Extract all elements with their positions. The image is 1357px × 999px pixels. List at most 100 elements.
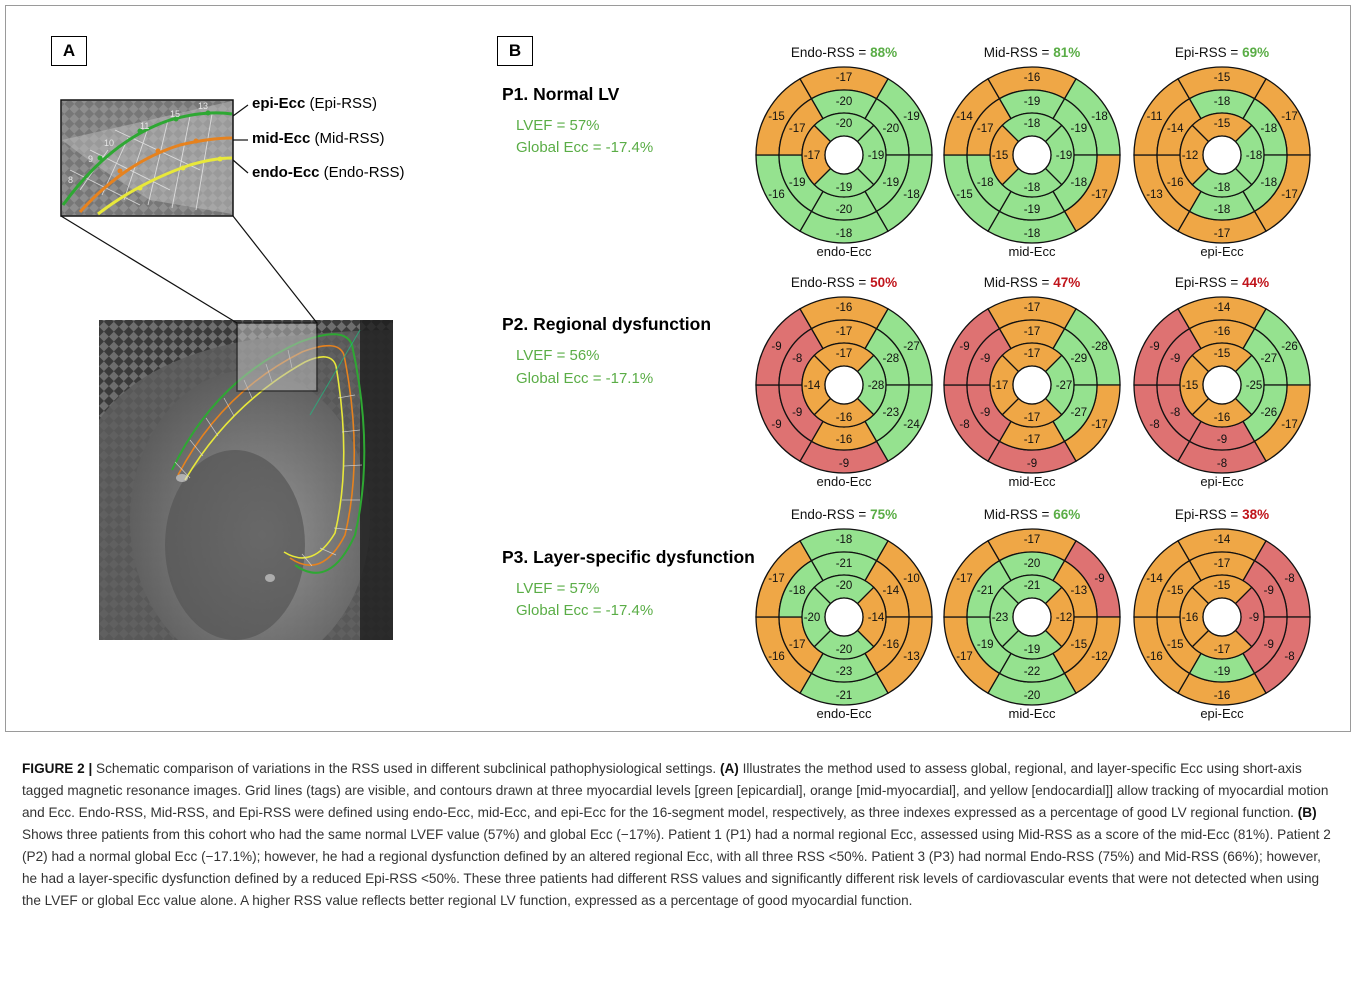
segment-value-1: -17 — [1281, 111, 1298, 123]
segment-value-2: -17 — [1091, 189, 1108, 201]
segment-value-12: -16 — [1214, 326, 1231, 338]
rss-label: Endo-RSS = — [791, 507, 870, 522]
segment-value-14: -19 — [1024, 644, 1041, 656]
segment-value-14: -18 — [1214, 182, 1231, 194]
segment-value-10: -15 — [1167, 639, 1184, 651]
segment-value-4: -16 — [768, 651, 785, 663]
segment-value-1: -18 — [1091, 111, 1108, 123]
caption-figure-label: FIGURE 2 | — [22, 761, 93, 776]
rss-value: 81% — [1053, 45, 1080, 60]
rss-header: Endo-RSS = 88% — [791, 45, 897, 60]
rss-value: 47% — [1053, 275, 1080, 290]
segment-value-5: -14 — [1146, 573, 1163, 585]
figure-frame — [5, 5, 1351, 732]
segment-value-11: -9 — [1170, 353, 1180, 365]
segment-value-9: -19 — [1214, 666, 1231, 678]
segment-value-9: -9 — [1217, 434, 1227, 446]
segment-value-16: -15 — [1214, 118, 1231, 130]
segment-value-9: -22 — [1024, 666, 1041, 678]
svg-text:13: 13 — [198, 101, 208, 111]
segment-value-9: -17 — [1024, 434, 1041, 446]
rss-value: 88% — [870, 45, 897, 60]
segment-value-5: -11 — [1147, 111, 1163, 123]
segment-value-2: -18 — [903, 189, 920, 201]
segment-value-8: -26 — [1260, 407, 1277, 419]
svg-text:10: 10 — [104, 138, 114, 148]
segment-value-5: -9 — [771, 341, 781, 353]
segment-value-6: -17 — [1024, 534, 1041, 546]
segment-value-7: -20 — [882, 123, 899, 135]
panel-a-label: A — [51, 36, 87, 66]
segment-value-6: -14 — [1214, 534, 1231, 546]
rss-value: 38% — [1242, 507, 1269, 522]
segment-value-12: -17 — [836, 326, 853, 338]
segment-value-9: -19 — [1024, 204, 1041, 216]
segment-value-10: -18 — [977, 177, 994, 189]
svg-text:15: 15 — [170, 109, 180, 119]
segment-value-14: -18 — [1024, 182, 1041, 194]
segment-value-2: -17 — [1281, 419, 1298, 431]
segment-value-8: -18 — [1260, 177, 1277, 189]
segment-value-6: -14 — [1214, 302, 1231, 314]
bullseye-center — [1202, 135, 1242, 175]
segment-value-16: -15 — [1214, 580, 1231, 592]
segment-value-11: -21 — [977, 585, 994, 597]
segment-value-4: -17 — [956, 651, 973, 663]
segment-value-2: -17 — [1091, 419, 1108, 431]
layer-label: epi-Ecc — [1200, 706, 1244, 721]
segment-value-8: -15 — [1070, 639, 1087, 651]
segment-value-13: -9 — [1249, 612, 1259, 624]
rss-label: Mid-RSS = — [984, 507, 1053, 522]
segment-value-11: -15 — [1167, 585, 1184, 597]
segment-value-15: -16 — [1182, 612, 1199, 624]
rss-label: Epi-RSS = — [1175, 45, 1242, 60]
segment-value-1: -19 — [903, 111, 920, 123]
segment-value-5: -14 — [956, 111, 973, 123]
segment-value-15: -20 — [804, 612, 821, 624]
segment-value-10: -9 — [792, 407, 802, 419]
zoomed-contour-inset: 8 9 10 11 15 13 — [60, 99, 234, 217]
bullseye-center — [1012, 365, 1052, 405]
bullseye-p3-epi-Ecc: -8 -8 -16 -16 -14 -14 -9 -9 -19 -15 -15 -17 -9 -17 -16… — [1133, 507, 1311, 721]
bullseye-p2-epi-Ecc: -26 -17 -8 -8 -9 -14 -27 -26 -9 -8 -9 -16 -25 -16 -15 -… — [1133, 275, 1311, 489]
svg-text:9: 9 — [88, 154, 93, 164]
patient-3-title: P3. Layer-specific dysfunction — [502, 547, 755, 567]
segment-value-9: -16 — [836, 434, 853, 446]
segment-value-1: -10 — [903, 573, 920, 585]
segment-value-2: -12 — [1091, 651, 1108, 663]
segment-value-2: -13 — [903, 651, 920, 663]
mid-ecc-label: mid-Ecc (Mid-RSS) — [252, 130, 385, 147]
segment-value-4: -13 — [1146, 189, 1163, 201]
segment-value-1: -28 — [1091, 341, 1108, 353]
segment-value-16: -17 — [1024, 348, 1041, 360]
rss-header: Endo-RSS = 75% — [791, 507, 897, 522]
caption-text-2: Illustrates the method used to assess gl… — [22, 761, 1329, 820]
rss-value: 66% — [1053, 507, 1080, 522]
rss-header: Mid-RSS = 47% — [984, 275, 1080, 290]
rss-header: Mid-RSS = 81% — [984, 45, 1080, 60]
rss-value: 75% — [870, 507, 897, 522]
rss-header: Endo-RSS = 50% — [791, 275, 897, 290]
segment-value-5: -17 — [956, 573, 973, 585]
patient-2-title: P2. Regional dysfunction — [502, 314, 712, 334]
segment-value-11: -18 — [789, 585, 806, 597]
segment-value-5: -9 — [1149, 341, 1159, 353]
segment-value-6: -16 — [836, 302, 853, 314]
segment-value-7: -27 — [1260, 353, 1277, 365]
segment-value-7: -19 — [1070, 123, 1087, 135]
segment-value-10: -19 — [789, 177, 806, 189]
bullseye-center — [1012, 597, 1052, 637]
layer-label: endo-Ecc — [817, 244, 872, 259]
segment-value-7: -18 — [1260, 123, 1277, 135]
segment-value-15: -14 — [804, 380, 821, 392]
segment-value-16: -20 — [836, 118, 853, 130]
layer-label: mid-Ecc — [1009, 244, 1056, 259]
caption-a-label: (A) — [719, 761, 739, 776]
segment-value-3: -8 — [1217, 458, 1227, 470]
segment-value-7: -9 — [1264, 585, 1274, 597]
segment-value-3: -16 — [1214, 690, 1231, 702]
layer-label: epi-Ecc — [1200, 474, 1244, 489]
segment-value-2: -8 — [1284, 651, 1294, 663]
endo-ecc-label: endo-Ecc (Endo-RSS) — [252, 164, 405, 181]
segment-value-15: -15 — [992, 150, 1009, 162]
